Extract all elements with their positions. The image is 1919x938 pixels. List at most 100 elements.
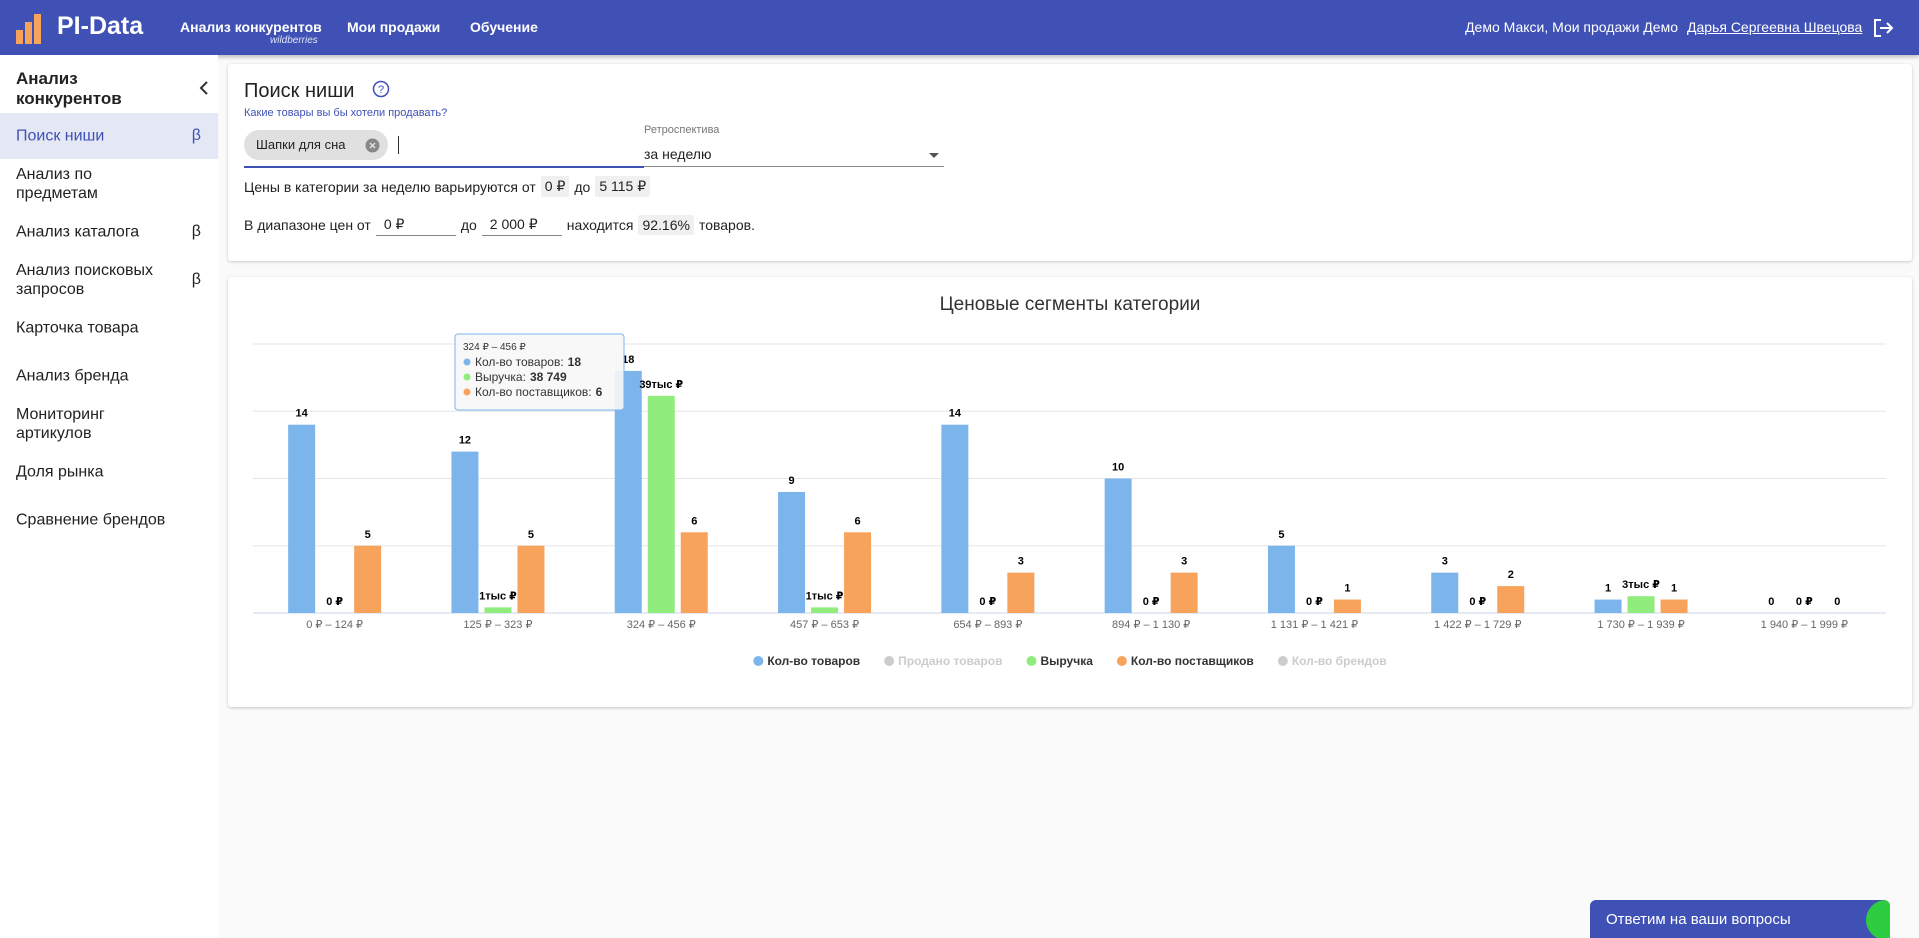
bar <box>1431 572 1459 613</box>
sidebar-item[interactable]: Карточка товара <box>0 305 218 351</box>
data-label: 3 <box>1181 556 1187 568</box>
legend-marker[interactable] <box>1277 656 1288 666</box>
legend-label[interactable]: Кол-во поставщиков <box>1131 654 1254 668</box>
x-tick-label: 654 ₽ – 893 ₽ <box>953 619 1022 631</box>
nav-sub: wildberries <box>270 35 318 46</box>
bar <box>288 424 316 613</box>
text: В диапазоне цен от <box>244 217 371 233</box>
tooltip-label: Кол-во поставщиков: <box>475 385 592 399</box>
legend-label[interactable]: Выручка <box>1040 654 1093 668</box>
chip-remove[interactable] <box>365 138 380 153</box>
chat-label: Ответим на ваши вопросы <box>1606 911 1791 928</box>
bar <box>1333 599 1361 613</box>
logout-icon[interactable] <box>1872 17 1894 39</box>
data-label: 2 <box>1508 569 1514 581</box>
bar <box>941 424 969 613</box>
tooltip-value: 38 749 <box>530 370 567 384</box>
sidebar: Анализ конкурентов Поиск ниши β Анализ по … <box>0 55 218 938</box>
data-label: 1 <box>1605 583 1611 595</box>
tooltip-value: 18 <box>568 355 582 369</box>
svg-text:?: ? <box>378 84 384 96</box>
data-label: 14 <box>949 408 962 420</box>
data-label: 1 <box>1344 583 1350 595</box>
legend-marker[interactable] <box>884 656 895 666</box>
search-hint: Какие товары вы бы хотели продавать? <box>244 107 448 119</box>
sidebar-item-label: Анализ бренда <box>16 367 129 385</box>
tooltip-label: Кол-во товаров: <box>475 355 564 369</box>
data-label: 1тыс ₽ <box>806 590 844 602</box>
help-icon[interactable]: ? <box>372 80 390 98</box>
bar <box>811 607 839 613</box>
x-tick-label: 1 422 ₽ – 1 729 ₽ <box>1434 619 1521 631</box>
chat-widget[interactable]: Ответим на ваши вопросы <box>1590 900 1890 938</box>
chip-label: Шапки для сна <box>256 137 346 152</box>
data-label: 10 <box>1112 462 1124 474</box>
sidebar-item-label: Карточка товара <box>16 319 139 337</box>
filter-max-input[interactable]: 2 000 ₽ <box>481 214 562 236</box>
text: Цены в категории за неделю варьируются о… <box>244 178 536 195</box>
x-tick-label: 457 ₽ – 653 ₽ <box>790 619 859 631</box>
chat-status <box>1866 900 1890 938</box>
search-title: Поиск ниши <box>244 80 355 102</box>
bar <box>1627 596 1655 613</box>
data-label: 39тыс ₽ <box>639 379 683 391</box>
sidebar-item-label: Поиск ниши <box>16 127 105 145</box>
legend-marker[interactable] <box>1026 656 1037 666</box>
sidebar-item-label: Анализ поисковых запросов <box>16 262 154 298</box>
x-tick-label: 894 ₽ – 1 130 ₽ <box>1112 619 1190 631</box>
data-label: 6 <box>854 515 860 527</box>
data-label: 5 <box>365 529 371 541</box>
data-label: 0 ₽ <box>979 596 996 608</box>
nav-item[interactable]: Анализ конкурентов <box>180 19 322 35</box>
nav-item[interactable]: Мои продажи <box>347 19 441 35</box>
bar <box>517 545 545 613</box>
legend-marker[interactable] <box>1116 656 1127 666</box>
legend-label[interactable]: Кол-во брендов <box>1292 654 1387 668</box>
collapse-icon[interactable] <box>198 81 210 95</box>
sidebar-item[interactable]: Анализ поисковых запросов β <box>0 257 218 303</box>
bar <box>647 395 675 613</box>
chart-panel: Ценовые сегменты категории 0 ₽ – 124 ₽14… <box>228 277 1912 707</box>
bar <box>1104 478 1132 613</box>
bar <box>484 607 512 613</box>
x-tick-label: 125 ₽ – 323 ₽ <box>463 619 532 631</box>
dropdown-arrow <box>929 153 939 158</box>
bar <box>1007 572 1035 613</box>
text: находится <box>566 217 634 233</box>
sidebar-item[interactable]: Анализ бренда <box>0 353 218 399</box>
nav-item[interactable]: Обучение <box>470 19 538 35</box>
filter-min-input[interactable]: 0 ₽ <box>375 214 456 236</box>
data-label: 0 ₽ <box>1796 596 1813 608</box>
sidebar-item[interactable]: Доля рынка <box>0 449 218 495</box>
text: товаров. <box>698 217 755 233</box>
price-range-row: Цены в категории за неделю варьируются о… <box>244 176 651 197</box>
search-panel: Поиск ниши ? Какие товары вы бы хотели п… <box>228 64 1912 261</box>
period-select[interactable]: за неделю <box>644 144 944 167</box>
search-underline <box>244 166 644 168</box>
legend-marker[interactable] <box>753 656 764 666</box>
x-tick-label: 0 ₽ – 124 ₽ <box>306 619 363 631</box>
account: Демо Макси, Мои продажи Демо <box>1465 19 1678 35</box>
data-label: 5 <box>1278 529 1284 541</box>
tooltip-marker <box>463 388 471 396</box>
sidebar-item[interactable]: Мониторинг артикулов <box>0 401 218 447</box>
x-tick-label: 1 730 ₽ – 1 939 ₽ <box>1597 619 1684 631</box>
tooltip <box>454 333 625 411</box>
sidebar-item[interactable]: Анализ по предметам <box>0 161 218 207</box>
bar <box>1660 599 1688 613</box>
header: PI-Data Анализ конкурентов wildberries М… <box>0 0 1919 55</box>
user-link[interactable]: Дарья Сергеевна Швецова <box>1687 19 1863 35</box>
legend-label[interactable]: Продано товаров <box>898 654 1002 668</box>
price-min: 0 ₽ <box>540 176 570 197</box>
x-tick-label: 1 940 ₽ – 1 999 ₽ <box>1761 619 1848 631</box>
sidebar-item[interactable]: Сравнение брендов <box>0 497 218 543</box>
legend-label[interactable]: Кол-во товаров <box>767 654 860 668</box>
data-label: 5 <box>528 529 534 541</box>
data-label: 0 ₽ <box>1469 596 1486 608</box>
chip[interactable]: Шапки для сна <box>244 130 388 160</box>
sidebar-item[interactable]: Поиск ниши β <box>0 113 218 159</box>
sidebar-item-label: Анализ по предметам <box>16 166 98 202</box>
sidebar-item[interactable]: Анализ каталога β <box>0 209 218 255</box>
logo[interactable]: PI-Data <box>57 12 144 40</box>
